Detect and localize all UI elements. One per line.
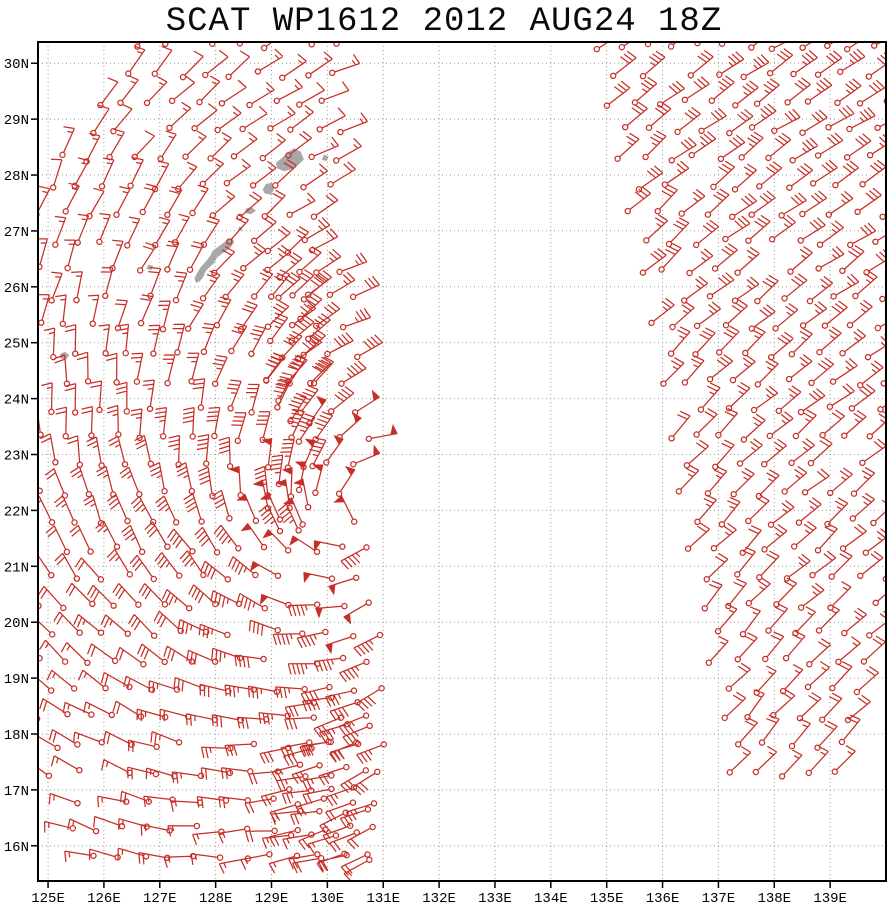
island-amami-oshima — [276, 148, 304, 172]
island-tokunoshima — [262, 182, 275, 195]
y-axis-tick-label: 30N — [4, 57, 29, 73]
wind-barb-pennants — [228, 389, 398, 655]
x-axis-tick-label: 138E — [757, 891, 791, 907]
x-axis-tick-label: 129E — [255, 891, 289, 907]
coastline-layer — [60, 148, 329, 360]
x-axis-tick-label: 139E — [813, 891, 847, 907]
x-axis-tick-label: 126E — [87, 891, 121, 907]
x-axis-tick-label: 134E — [534, 891, 568, 907]
island-kumejima — [146, 264, 154, 271]
x-axis-tick-label: 135E — [590, 891, 624, 907]
y-axis-tick-label: 29N — [4, 113, 29, 129]
x-axis-tick-label: 127E — [143, 891, 177, 907]
x-axis-tick-label: 131E — [366, 891, 400, 907]
wind-barb-layer-left-swath — [39, 43, 398, 880]
y-axis-tick-label: 17N — [4, 784, 29, 800]
grid-lines — [38, 42, 886, 881]
x-axis-tick-label: 136E — [646, 891, 680, 907]
y-axis-tick-label: 25N — [4, 337, 29, 353]
x-axis-tick-label: 130E — [311, 891, 345, 907]
island-kikaijima — [321, 154, 329, 162]
y-axis-tick-label: 18N — [4, 728, 29, 744]
x-axis: 125E 126E 127E 128E 129E 130E 131E 132E 133E 134E… — [31, 881, 847, 907]
y-axis-tick-label: 19N — [4, 672, 29, 688]
x-axis-tick-label: 137E — [702, 891, 736, 907]
y-axis-tick-label: 27N — [4, 225, 29, 241]
y-axis-tick-label: 20N — [4, 616, 29, 632]
y-axis: 30N 29N 28N 27N 26N 25N 24N 23N 22N 21N 20N 19N 18N 1… — [4, 57, 38, 856]
island-okinoerabu — [245, 206, 256, 215]
y-axis-tick-label: 22N — [4, 504, 29, 520]
y-axis-tick-label: 16N — [4, 840, 29, 856]
y-axis-tick-label: 23N — [4, 449, 29, 465]
y-axis-tick-label: 24N — [4, 393, 29, 409]
island-okinawa — [194, 238, 235, 283]
wind-barbs — [39, 43, 398, 880]
y-axis-tick-label: 26N — [4, 281, 29, 297]
wind-barb-layer-right-swath — [593, 43, 885, 780]
x-axis-tick-label: 133E — [478, 891, 512, 907]
plot-title: SCAT WP1612 2012 AUG24 18Z — [165, 3, 723, 41]
x-axis-tick-label: 132E — [422, 891, 456, 907]
plot-frame — [37, 41, 887, 882]
y-axis-tick-label: 28N — [4, 169, 29, 185]
x-axis-tick-label: 125E — [31, 891, 65, 907]
y-axis-tick-label: 21N — [4, 560, 29, 576]
wind-barbs — [593, 43, 885, 780]
x-axis-tick-label: 128E — [199, 891, 233, 907]
